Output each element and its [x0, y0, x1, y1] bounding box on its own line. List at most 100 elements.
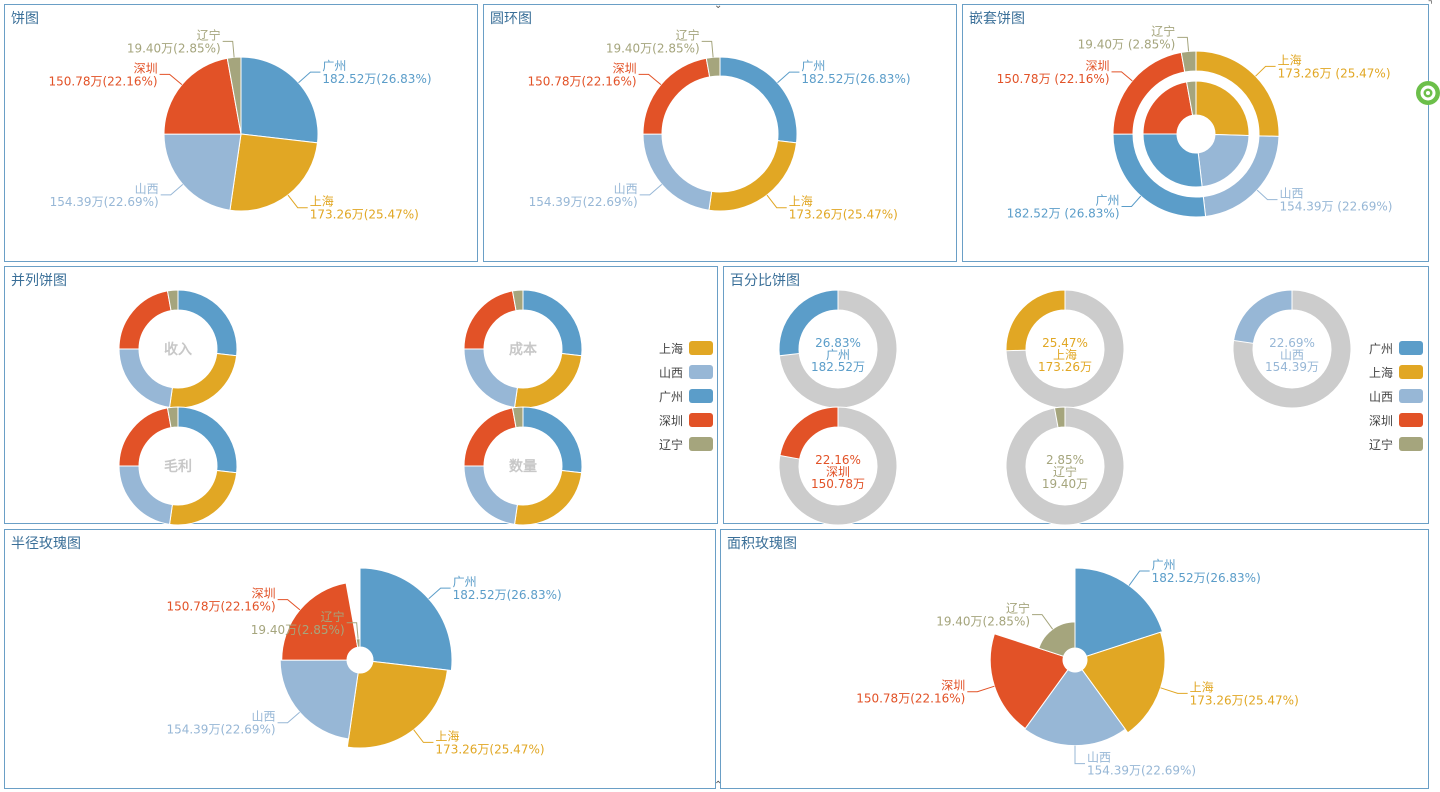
pie-slice-3 — [163, 57, 242, 135]
percent-label: 2.85% — [1046, 453, 1084, 467]
panel-radius-rose: 广州 182.52万(26.83%) 上海 173.26万(25.47%) 山西 154.… — [4, 529, 716, 789]
category-label: 辽宁 — [1006, 601, 1030, 616]
panel-area-rose: 广州 182.52万(26.83%) 上海 173.26万(25.47%) 山西 154.… — [720, 529, 1429, 789]
legend-label: 山西 — [1369, 390, 1393, 404]
donut-slice-3 — [118, 407, 172, 467]
leader-line — [1255, 65, 1276, 77]
category-label: 辽宁 — [197, 27, 221, 42]
legend-label: 广州 — [1369, 342, 1393, 356]
value-label: 154.39万 (22.69%) — [1279, 200, 1392, 214]
value-label: 173.26万(25.47%) — [1190, 693, 1299, 707]
legend-label: 辽宁 — [659, 437, 683, 452]
category-label: 山西 — [1087, 751, 1111, 765]
donut-slice-3 — [463, 407, 517, 467]
inner-pie-slice-0 — [1195, 80, 1250, 137]
rose-slice-2 — [279, 659, 359, 740]
percent-label: 22.16% — [815, 453, 861, 467]
percent-label: 22.69% — [1269, 336, 1315, 350]
leader-line — [346, 622, 359, 639]
legend-swatch — [689, 389, 713, 403]
category-label: 山西 — [252, 710, 276, 724]
leader-line — [413, 729, 434, 743]
value-label: 182.52万 (26.83%) — [1007, 206, 1120, 220]
category-label: 辽宁 — [321, 609, 345, 624]
category-label: 辽宁 — [1053, 464, 1077, 479]
category-label: 山西 — [1279, 187, 1303, 201]
resize-corner[interactable]: ⌝ — [1428, 0, 1433, 11]
value-label: 154.39万(22.69%) — [529, 195, 638, 209]
panel-donut: 广州 182.52万(26.83%) 上海 173.26万(25.47%) 山西 154.… — [483, 4, 957, 262]
percent-arc — [1053, 406, 1066, 429]
value-label: 182.52万(26.83%) — [1152, 571, 1261, 585]
leader-line — [287, 194, 308, 209]
donut-slice-3 — [118, 290, 172, 350]
donut-slice-1 — [513, 352, 583, 409]
donut-slice-4 — [166, 289, 179, 312]
donut-center-label: 毛利 — [164, 458, 192, 475]
leader-line — [1111, 71, 1133, 82]
donut-center-label: 收入 — [164, 341, 192, 358]
leader-line — [222, 40, 235, 58]
rose-slice-3 — [989, 633, 1069, 730]
category-label: 山西 — [135, 182, 159, 196]
category-label: 广州 — [453, 575, 477, 589]
leader-line — [639, 184, 663, 196]
panel-percent-pie: 26.83% 广州 182.52万 25.47% 上海 173.26万 22.69% 山西 15… — [723, 266, 1429, 525]
percent-arc — [1233, 289, 1293, 344]
panel-title: 面积玫瑰图 — [727, 536, 797, 552]
leader-line — [298, 71, 321, 84]
pie-slice-4 — [705, 56, 721, 78]
value-label: 154.39万(22.69%) — [50, 195, 159, 209]
donut-slice-4 — [166, 406, 179, 429]
inner-pie-slice-1 — [1197, 134, 1250, 188]
category-label: 深圳 — [826, 465, 850, 479]
legend-label: 上海 — [659, 341, 683, 356]
inner-pie-slice-3 — [1142, 81, 1194, 135]
legend-swatch — [1399, 341, 1423, 355]
value-label: 182.52万(26.83%) — [453, 588, 562, 602]
leader-line — [1160, 687, 1188, 694]
legend-label: 辽宁 — [1369, 437, 1393, 452]
leader-line — [1121, 195, 1142, 207]
settings-gear-icon[interactable] — [1416, 81, 1440, 105]
donut-slice-4 — [511, 289, 524, 312]
donut-slice-1 — [168, 352, 238, 409]
leader-line — [766, 194, 787, 209]
collapse-handle-bottom[interactable]: ⌃ — [714, 780, 723, 791]
panel-title: 并列饼图 — [11, 273, 67, 289]
panel-parallel-pie: 收入 成本 毛利 数量 上海 山西 广州 深圳 辽宁 并列饼图 — [4, 266, 718, 525]
value-label: 19.40万 — [1042, 477, 1088, 491]
leader-line — [1074, 745, 1085, 765]
legend-swatch — [1399, 413, 1423, 427]
inner-pie-slice-2 — [1142, 133, 1203, 188]
donut-slice-4 — [511, 406, 524, 429]
leader-line — [638, 73, 662, 86]
leader-line — [777, 71, 800, 84]
pie-slice-0 — [719, 56, 798, 144]
panel-pie: 广州 182.52万(26.83%) 上海 173.26万(25.47%) 山西 154.… — [4, 4, 478, 262]
collapse-handle-top[interactable]: ⌄ — [714, 0, 723, 11]
legend-swatch — [689, 413, 713, 427]
outer-ring-slice-4 — [1180, 50, 1197, 73]
percent-arc — [778, 289, 839, 357]
donut-slice-1 — [168, 469, 238, 525]
value-label: 19.40万(2.85%) — [251, 623, 345, 637]
category-label: 上海 — [435, 728, 459, 743]
leader-line — [1032, 614, 1054, 630]
pie-slice-2 — [642, 133, 713, 211]
rose-slice-2 — [1024, 669, 1126, 747]
legend-swatch — [1399, 365, 1423, 379]
leader-line — [1256, 189, 1278, 201]
category-label: 辽宁 — [1151, 23, 1175, 38]
category-label: 上海 — [1190, 679, 1214, 694]
value-label: 173.26万(25.47%) — [789, 208, 898, 222]
category-label: 广州 — [322, 59, 346, 73]
category-label: 深圳 — [613, 61, 637, 75]
leader-line — [277, 711, 300, 724]
leader-line — [160, 184, 184, 196]
percent-pie-chart: 26.83%广州182.52万25.47%上海173.26万22.69%山西15… — [778, 289, 1423, 525]
